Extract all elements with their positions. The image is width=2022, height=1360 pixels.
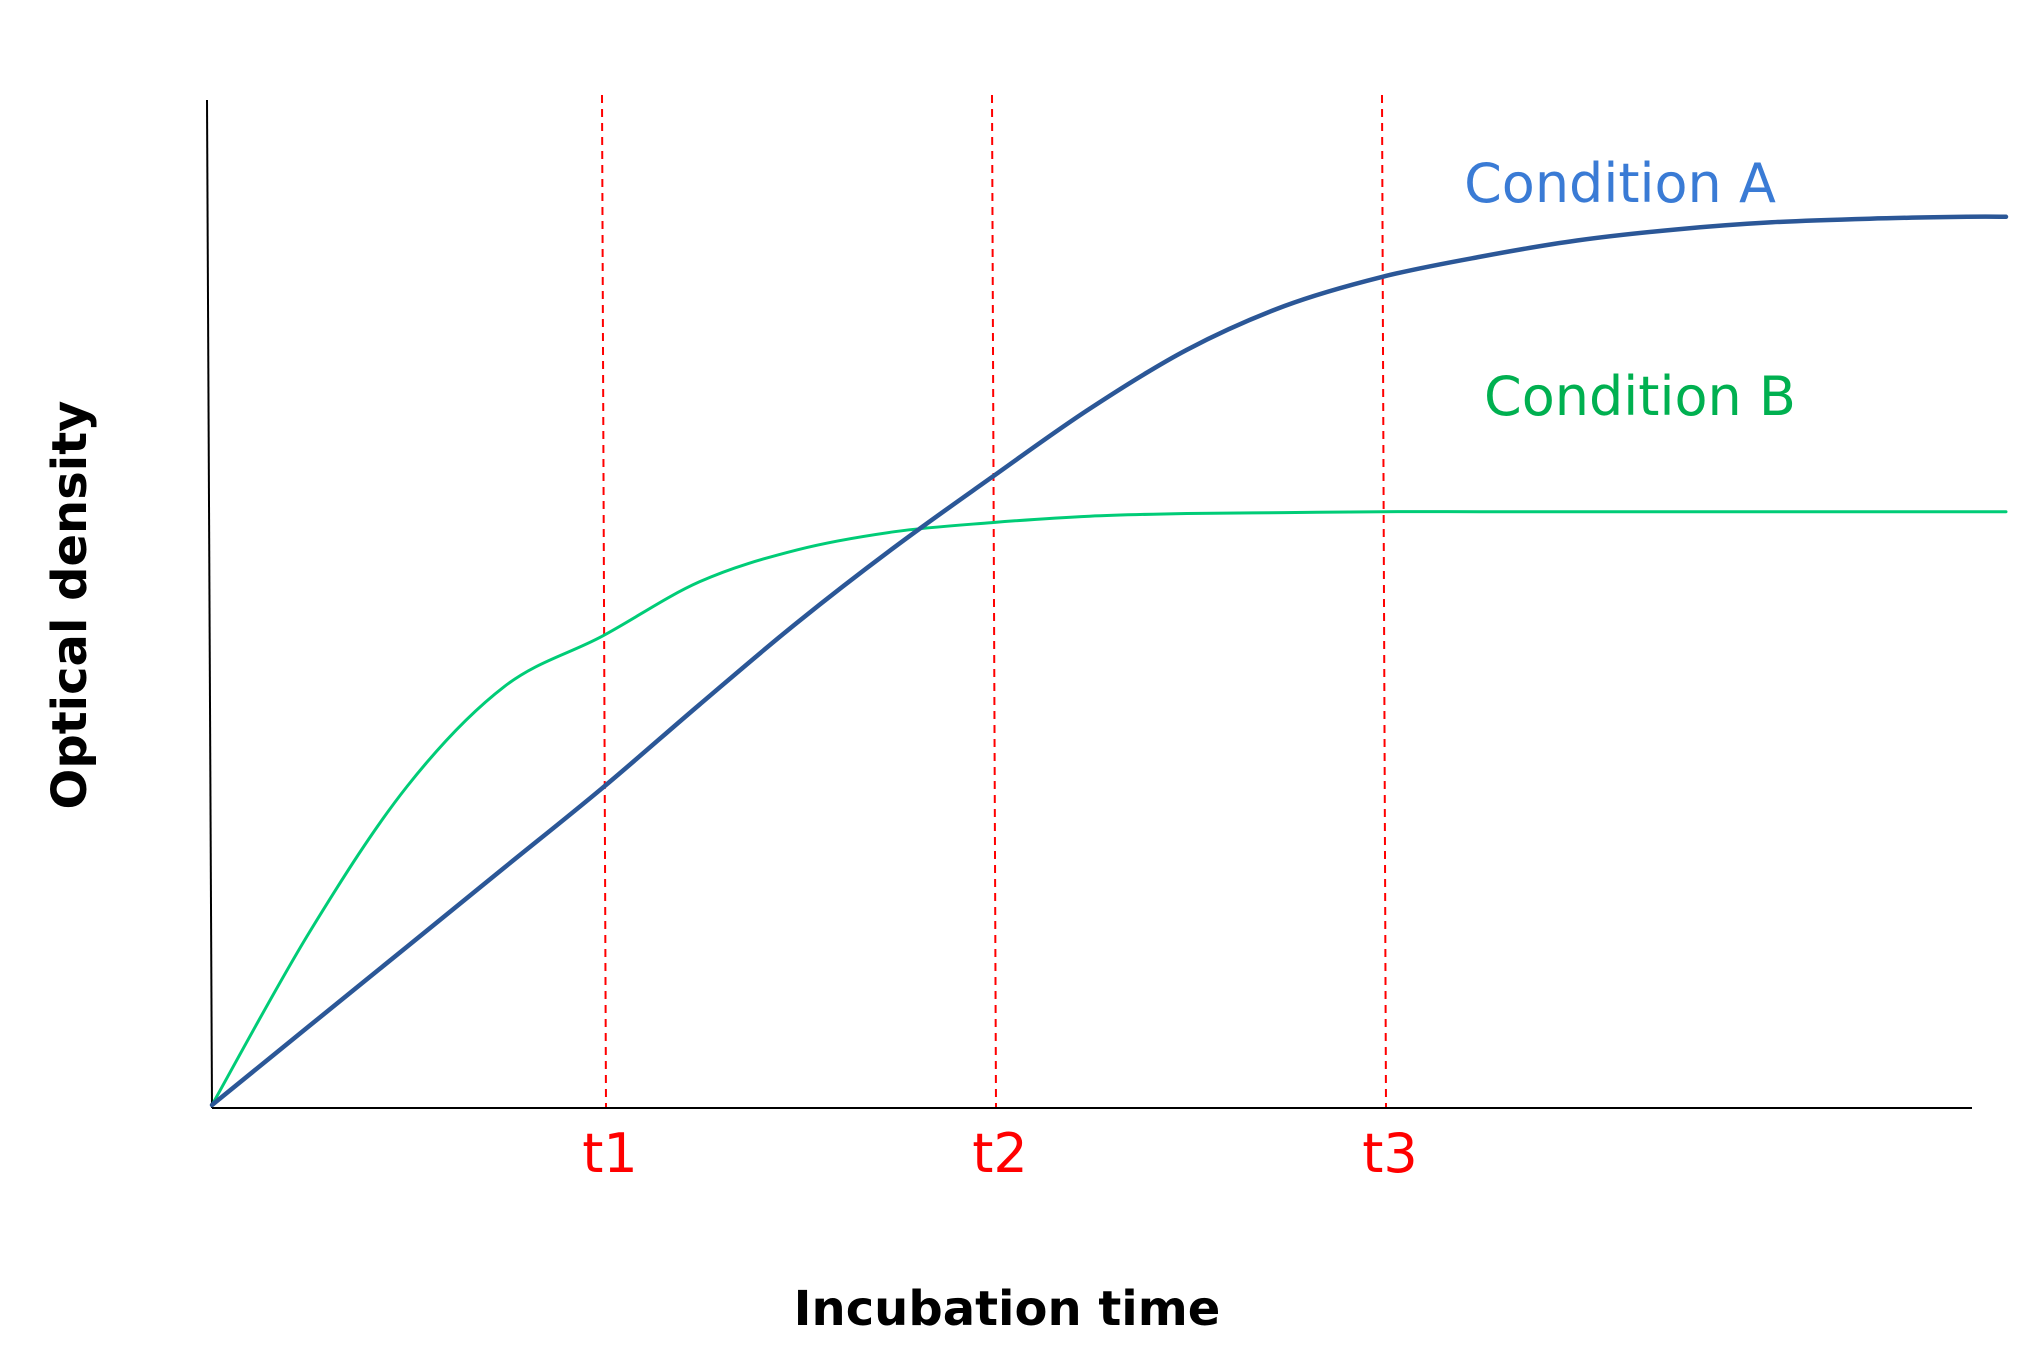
reference-line-t1 [601, 94, 607, 1109]
x-axis-title: Incubation time [794, 1281, 1221, 1337]
reference-lines [601, 94, 1387, 1109]
x-tick-labels: t1 t2 t3 [582, 1122, 1418, 1185]
reference-line-t3 [1381, 94, 1387, 1109]
series-label-condition-a: Condition A [1464, 152, 1776, 215]
reference-line-t2 [991, 94, 997, 1109]
series-label-condition-b: Condition B [1484, 365, 1796, 428]
series-group [209, 214, 2009, 1108]
series-line-condition-a [209, 214, 2009, 1108]
y-axis-title: Optical density [42, 401, 98, 810]
series-labels: Condition A Condition B [1464, 152, 1796, 428]
series-line-condition-b [210, 510, 2008, 1107]
x-tick-label-t3: t3 [1362, 1122, 1418, 1185]
x-tick-label-t1: t1 [582, 1122, 638, 1185]
x-tick-label-t2: t2 [972, 1122, 1028, 1185]
y-axis-line [206, 99, 213, 1109]
axes [206, 99, 1972, 1109]
